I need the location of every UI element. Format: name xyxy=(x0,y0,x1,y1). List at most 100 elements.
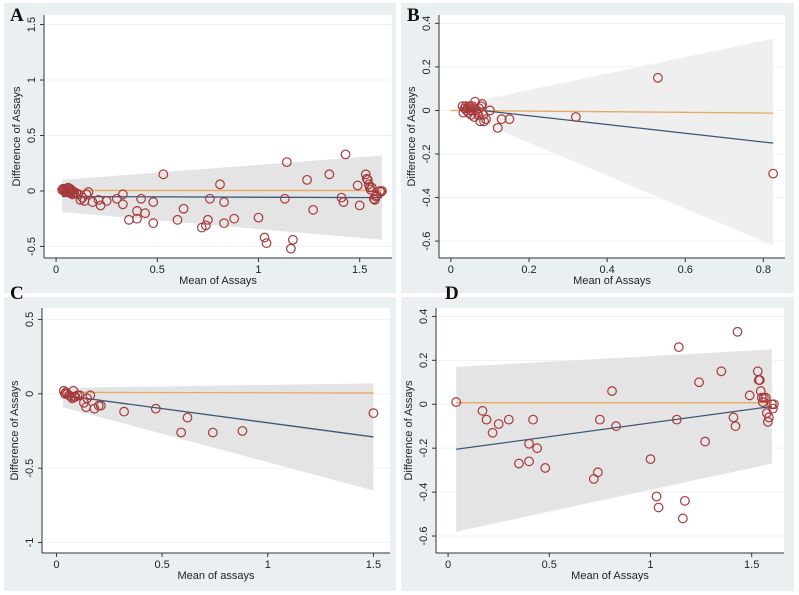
data-point-d-26 xyxy=(716,366,727,377)
x-tick-label-d-1: 0.5 xyxy=(542,559,557,571)
data-point-d-0 xyxy=(451,397,462,407)
x-tick-label-a-1: 0.5 xyxy=(150,264,165,276)
data-point-a-41 xyxy=(178,203,189,214)
data-point-d-17 xyxy=(645,454,656,465)
data-point-a-53 xyxy=(279,193,290,204)
data-point-d-27 xyxy=(728,412,739,423)
data-point-d-6 xyxy=(514,458,524,469)
y-tick-label-a-1: 0 xyxy=(26,188,38,194)
data-point-d-41 xyxy=(763,412,774,423)
y-axis-title-a: Difference of Assays xyxy=(11,86,23,187)
y-axis-title-d: Difference of Assays xyxy=(403,380,415,481)
y-tick-label-b-3: 0 xyxy=(421,107,433,113)
data-point-b-22 xyxy=(479,116,489,127)
data-point-a-50 xyxy=(253,212,264,223)
panel-label-c: C xyxy=(10,283,24,304)
x-tick-label-a-3: 1.5 xyxy=(352,264,367,276)
x-axis-title-a: Mean of Assays xyxy=(179,275,257,287)
panel-label-d: D xyxy=(445,283,459,304)
reference-line-c xyxy=(62,391,374,394)
data-point-b-18 xyxy=(475,116,486,127)
data-point-a-20 xyxy=(75,194,86,205)
data-point-a-72 xyxy=(368,193,379,204)
y-tick-label-a-4: 1.5 xyxy=(26,17,38,32)
data-point-b-23 xyxy=(481,114,491,125)
data-point-a-43 xyxy=(200,220,211,231)
data-point-a-30 xyxy=(117,189,128,200)
y-tick-label-b-4: 0.2 xyxy=(421,59,433,74)
data-point-a-25 xyxy=(87,197,98,207)
data-point-d-20 xyxy=(671,414,682,425)
data-point-a-39 xyxy=(158,169,169,180)
x-tick-label-c-3: 1.5 xyxy=(366,559,381,571)
data-point-a-36 xyxy=(140,208,151,219)
data-point-c-15 xyxy=(85,390,96,401)
chart-d: -0.6 -0.4 -0.2 0 0.2 0.4 0 0.5 1 1.5 Mean of Assay… xyxy=(403,308,784,582)
x-tick-label-c-0: 0 xyxy=(53,559,59,571)
data-point-b-30 xyxy=(768,168,779,179)
y-axis-title-b: Difference of Assays xyxy=(406,86,418,187)
y-tick-label-d-0: -0.6 xyxy=(418,527,430,546)
x-axis-title-c: Mean of assays xyxy=(177,570,255,582)
data-point-b-24 xyxy=(485,105,495,116)
x-tick-label-b-2: 0.4 xyxy=(599,264,614,276)
data-point-d-21 xyxy=(673,342,684,353)
data-point-c-25 xyxy=(368,408,379,419)
data-point-b-16 xyxy=(473,109,484,120)
regression-line-d xyxy=(456,405,773,450)
y-axis-title-c: Difference of Assays xyxy=(9,380,21,481)
data-point-a-45 xyxy=(205,193,215,204)
data-point-d-44 xyxy=(769,399,779,410)
data-point-a-51 xyxy=(259,232,270,243)
y-tick-label-d-3: 0 xyxy=(418,401,430,407)
data-point-a-31 xyxy=(117,199,128,210)
x-tick-label-a-0: 0 xyxy=(53,264,59,276)
data-point-c-22 xyxy=(182,412,193,423)
data-point-b-26 xyxy=(496,114,507,125)
data-point-a-77 xyxy=(376,187,386,197)
y-tick-label-c-3: 0.5 xyxy=(24,312,36,327)
x-tick-label-b-0: 0 xyxy=(448,264,454,276)
data-point-a-61 xyxy=(338,197,349,207)
data-point-c-9 xyxy=(70,391,81,402)
data-point-d-16 xyxy=(611,421,621,432)
y-tick-label-b-0: -0.6 xyxy=(421,232,433,251)
data-point-d-8 xyxy=(524,456,534,467)
data-point-d-10 xyxy=(532,443,543,454)
x-axis-title-d: Mean of Assays xyxy=(571,570,649,582)
data-point-d-24 xyxy=(694,377,704,388)
regression-line-a xyxy=(62,195,382,199)
data-point-a-52 xyxy=(261,238,272,249)
x-tick-label-d-0: 0 xyxy=(445,559,451,571)
data-point-d-11 xyxy=(540,463,551,473)
regression-line-c xyxy=(62,394,374,438)
y-tick-label-b-2: -0.2 xyxy=(421,145,433,164)
data-point-a-47 xyxy=(219,197,229,207)
data-point-d-2 xyxy=(481,414,492,425)
y-tick-label-c-1: -0.5 xyxy=(24,459,36,478)
chart-b: -0.6 -0.4 -0.2 0 0.2 0.4 0 0.2 0.4 0.6 0.8 Mean of … xyxy=(406,15,785,287)
data-point-d-40 xyxy=(762,416,773,427)
data-point-b-27 xyxy=(504,114,515,125)
data-point-a-44 xyxy=(202,214,213,225)
regression-line-b xyxy=(462,107,774,144)
y-tick-label-c-0: -1 xyxy=(24,538,36,548)
panel-label-b: B xyxy=(407,5,420,26)
data-point-d-33 xyxy=(754,375,765,385)
data-point-d-38 xyxy=(760,392,771,403)
y-tick-label-b-1: -0.4 xyxy=(421,188,433,207)
chart-a: -0.5 0 0.5 1 1.5 0 0.5 1 1.5 Mean of Assays Differ… xyxy=(11,15,392,287)
data-point-a-40 xyxy=(172,214,183,225)
data-point-a-64 xyxy=(354,200,365,211)
data-point-a-71 xyxy=(366,182,377,193)
data-point-d-9 xyxy=(528,414,538,425)
data-point-a-37 xyxy=(148,197,159,207)
data-point-a-58 xyxy=(308,204,319,215)
x-tick-label-c-1: 0.5 xyxy=(154,559,169,571)
data-point-a-34 xyxy=(132,213,142,224)
data-point-d-14 xyxy=(594,414,605,425)
x-tick-label-b-1: 0.2 xyxy=(521,264,536,276)
data-point-d-5 xyxy=(503,414,514,425)
x-tick-label-d-2: 1 xyxy=(647,559,653,571)
